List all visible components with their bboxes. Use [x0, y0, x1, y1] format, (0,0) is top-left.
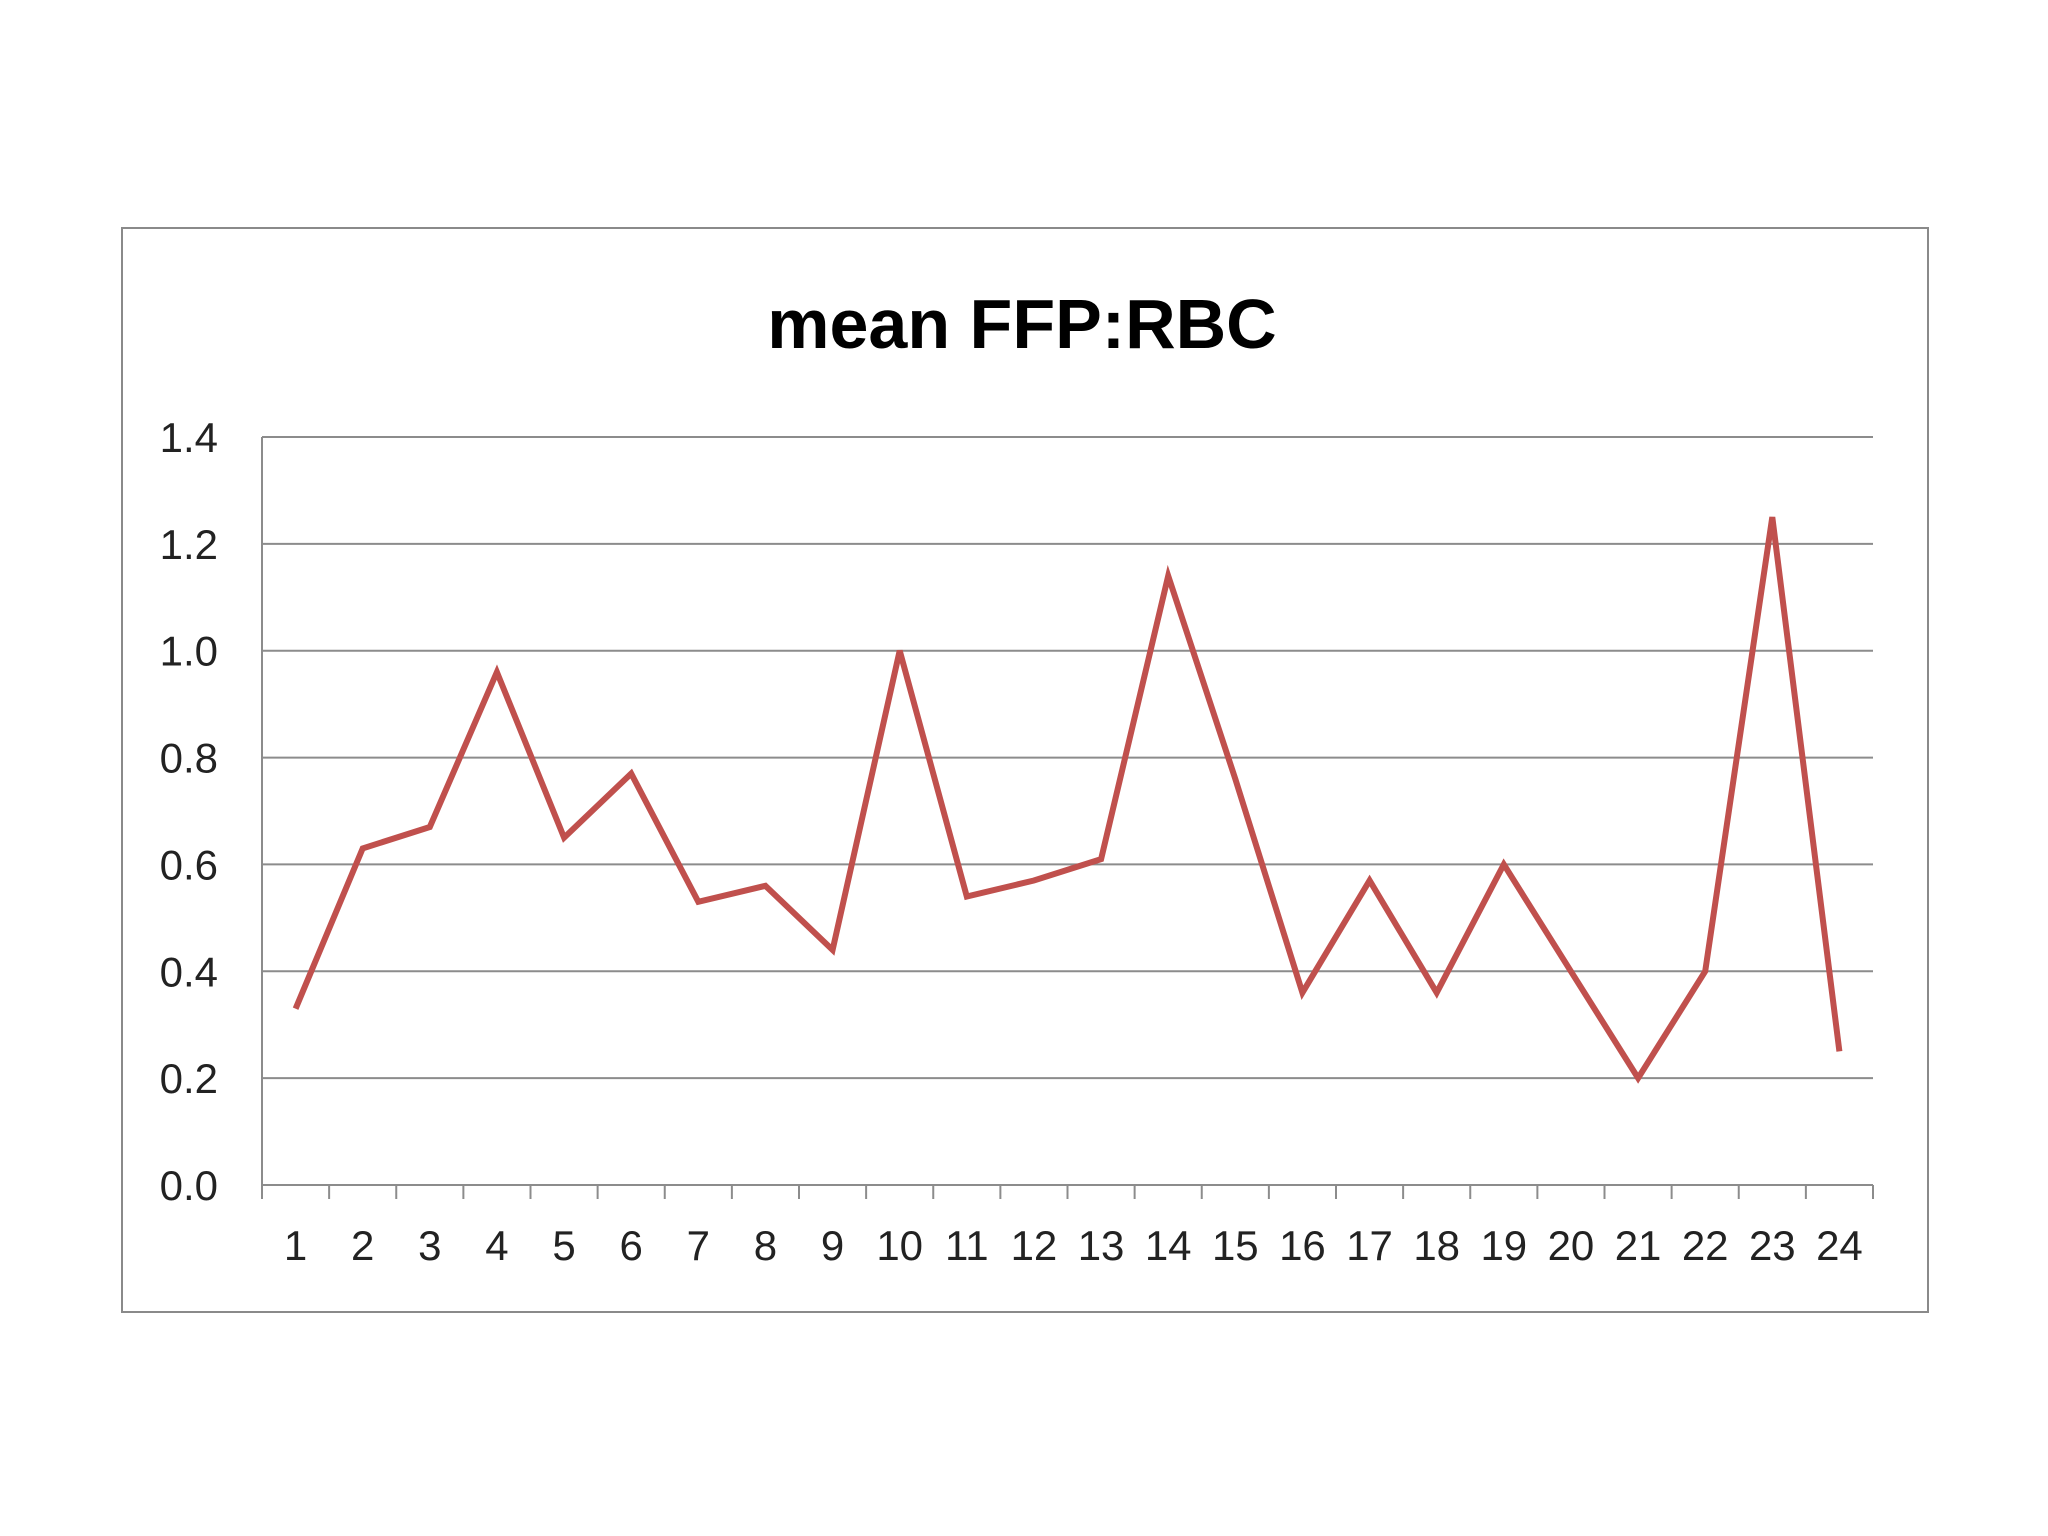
- x-tick-label: 16: [1279, 1222, 1326, 1269]
- x-tick-label: 18: [1413, 1222, 1460, 1269]
- chart-title: mean FFP:RBC: [767, 285, 1276, 363]
- x-tick-label: 14: [1145, 1222, 1192, 1269]
- y-tick-label: 0.6: [160, 841, 218, 888]
- x-tick-label: 20: [1548, 1222, 1595, 1269]
- x-tick-label: 15: [1212, 1222, 1259, 1269]
- y-axis-tick-labels: 0.0 0.2 0.4 0.6 0.8 1.0 1.2 1.4: [160, 414, 218, 1209]
- y-tick-label: 0.8: [160, 735, 218, 782]
- x-tick-label: 4: [485, 1222, 508, 1269]
- y-tick-label: 0.2: [160, 1055, 218, 1102]
- y-tick-label: 1.4: [160, 414, 218, 461]
- x-tick-label: 19: [1480, 1222, 1527, 1269]
- x-axis-tick-labels: 1 2 3 4 5 6 7 8 9 10 11 12 13 14 15 16 17 18 19 20 21 22 23 24: [284, 1222, 1863, 1269]
- x-tick-label: 7: [687, 1222, 710, 1269]
- x-tick-label: 10: [876, 1222, 923, 1269]
- y-tick-label: 1.2: [160, 521, 218, 568]
- series-line-1: [292, 516, 1843, 1084]
- x-tick-label: 8: [754, 1222, 777, 1269]
- chart-frame: [121, 227, 1929, 1313]
- x-tick-label: 17: [1346, 1222, 1393, 1269]
- x-tick-label: 21: [1615, 1222, 1662, 1269]
- x-tick-label: 5: [552, 1222, 575, 1269]
- x-tick-label: 6: [620, 1222, 643, 1269]
- x-tick-label: 12: [1011, 1222, 1058, 1269]
- x-tick-label: 1: [284, 1222, 307, 1269]
- x-tick-label: 9: [821, 1222, 844, 1269]
- x-tick-label: 22: [1682, 1222, 1729, 1269]
- x-tick-label: 13: [1078, 1222, 1125, 1269]
- y-tick-label: 0.4: [160, 948, 218, 995]
- x-tick-label: 23: [1749, 1222, 1796, 1269]
- x-tick-label: 24: [1816, 1222, 1863, 1269]
- x-tick-label: 11: [945, 1222, 989, 1269]
- x-tick-label: 3: [418, 1222, 441, 1269]
- y-tick-label: 0.0: [160, 1162, 218, 1209]
- y-tick-label: 1.0: [160, 628, 218, 675]
- x-tick-label: 2: [351, 1222, 374, 1269]
- axes: [261, 437, 1874, 1199]
- series-layer: [292, 516, 1843, 1084]
